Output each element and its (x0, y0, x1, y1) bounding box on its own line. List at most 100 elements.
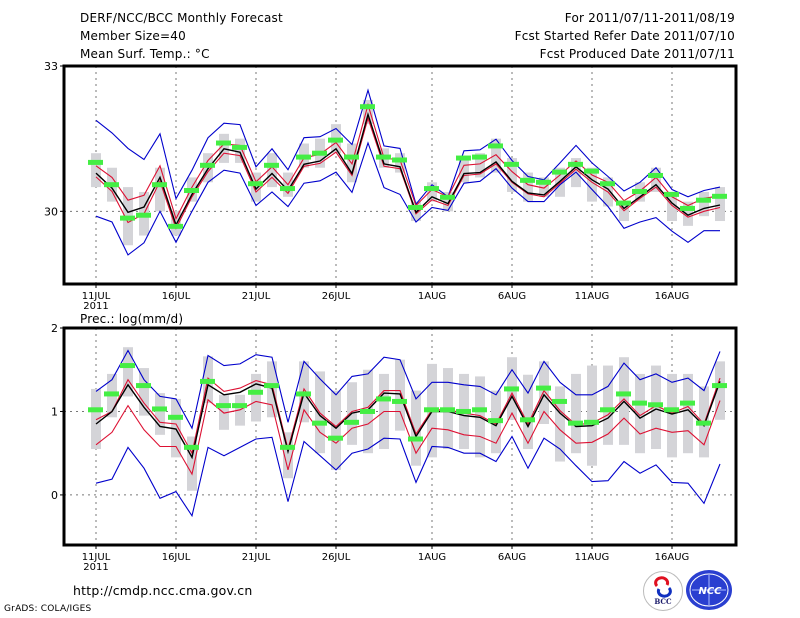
temp-ytick-label: 30 (44, 205, 58, 218)
prec-member-mark (104, 391, 119, 397)
variable-label: Mean Surf. Temp.: °C (80, 47, 210, 61)
chart-title: DERF/NCC/BCC Monthly Forecast (80, 11, 283, 25)
prec-mean-line (95, 381, 721, 460)
prec-member-mark (424, 407, 439, 413)
prec-xtick-year-label: 2011 (83, 562, 108, 573)
prec-range-box (91, 388, 101, 450)
prec-range-box (523, 374, 533, 450)
prec-blue-upper-line (95, 349, 721, 430)
prec-member-mark (184, 444, 199, 450)
temp-range-box (475, 153, 485, 178)
prec-range-box (571, 373, 581, 454)
temp-xtick-label: 11AUG (575, 291, 610, 302)
temp-member-mark (440, 194, 455, 200)
prec-blue-lower-line (95, 435, 721, 518)
temp-range-box (443, 191, 453, 212)
temp-range-box (683, 201, 693, 226)
temp-member-mark (360, 104, 375, 110)
temp-range-box (507, 158, 517, 192)
prec-member-mark (568, 420, 583, 426)
prec-member-mark (680, 400, 695, 406)
prec-red-upper-line (95, 377, 721, 455)
temp-range-box (651, 167, 661, 192)
temp-member-mark (632, 188, 647, 194)
prec-member-mark (552, 398, 567, 404)
temp-range-box (459, 158, 469, 183)
prec-range-box (139, 368, 149, 416)
prec-range-box (715, 361, 725, 420)
temp-member-mark (488, 143, 503, 149)
prec-member-mark (440, 407, 455, 413)
prec-member-mark (200, 378, 215, 384)
temp-range-box (267, 153, 277, 188)
prec-range-box (187, 436, 197, 491)
forecast-period: For 2011/07/11-2011/08/19 (564, 11, 735, 25)
prec-member-mark (120, 363, 135, 369)
temp-range-box (587, 167, 597, 202)
ncc-logo-icon: NCC (689, 573, 729, 607)
temp-member-mark (616, 200, 631, 206)
prec-member-mark (264, 383, 279, 389)
prec-xtick-label: 16JUL (162, 552, 191, 563)
temp-xtick-label: 21JUL (242, 291, 271, 302)
prec-member-mark (344, 419, 359, 425)
temp-range-box (363, 99, 373, 125)
prec-xtick-label: 21JUL (242, 552, 271, 563)
prec-member-mark (280, 444, 295, 450)
temp-member-mark (104, 182, 119, 188)
prec-member-mark (136, 383, 151, 389)
source-url[interactable]: http://cmdp.ncc.cma.gov.cn (73, 583, 253, 598)
prec-range-box (555, 386, 565, 462)
prec-member-mark (360, 408, 375, 414)
prec-member-mark (600, 407, 615, 413)
temp-xtick-year-label: 2011 (83, 301, 108, 312)
prec-member-mark (392, 398, 407, 404)
prec-range-box (251, 373, 261, 422)
prec-ytick-label: 2 (51, 322, 58, 335)
prec-range-box (331, 390, 341, 470)
prec-range-box (603, 365, 613, 445)
temp-range-box (235, 138, 245, 163)
temp-member-mark (664, 191, 679, 197)
prec-member-mark (296, 391, 311, 397)
temp-member-mark (184, 188, 199, 194)
temp-range-box (395, 153, 405, 173)
prec-xtick-label: 6AUG (498, 552, 526, 563)
temp-member-mark (312, 150, 327, 156)
temp-member-mark (216, 140, 231, 146)
prec-ytick-label: 0 (51, 489, 58, 502)
temp-blue-upper-line (95, 88, 721, 206)
prec-member-mark (472, 407, 487, 413)
prec-member-mark (648, 402, 663, 408)
temp-range-box (539, 177, 549, 197)
temp-member-mark (568, 161, 583, 167)
prec-member-mark (584, 419, 599, 425)
temp-range-box (155, 167, 165, 212)
prec-member-mark (232, 403, 247, 409)
temp-xtick-label: 11JUL (82, 291, 111, 302)
prec-ytick-label: 1 (51, 405, 58, 418)
temp-member-mark (696, 197, 711, 203)
temp-range-box (251, 172, 261, 202)
prec-member-mark (664, 407, 679, 413)
prec-member-mark (312, 420, 327, 426)
temp-member-mark (88, 159, 103, 165)
temp-member-mark (136, 212, 151, 218)
prec-range-box (667, 373, 677, 458)
prec-member-mark (504, 386, 519, 392)
temp-member-mark (120, 215, 135, 221)
temp-member-mark (552, 169, 567, 175)
temp-range-box (91, 153, 101, 188)
temp-mean-line (95, 111, 721, 227)
temp-member-mark (296, 154, 311, 160)
temp-member-mark (456, 155, 471, 161)
grads-credit: GrADS: COLA/IGES (4, 604, 92, 614)
prec-member-mark (328, 435, 343, 441)
prec-member-mark (408, 436, 423, 442)
prec-member-mark (520, 417, 535, 423)
temp-member-mark (504, 161, 519, 167)
temp-member-mark (232, 144, 247, 150)
prec-range-box (651, 365, 661, 450)
temp-member-mark (376, 154, 391, 160)
